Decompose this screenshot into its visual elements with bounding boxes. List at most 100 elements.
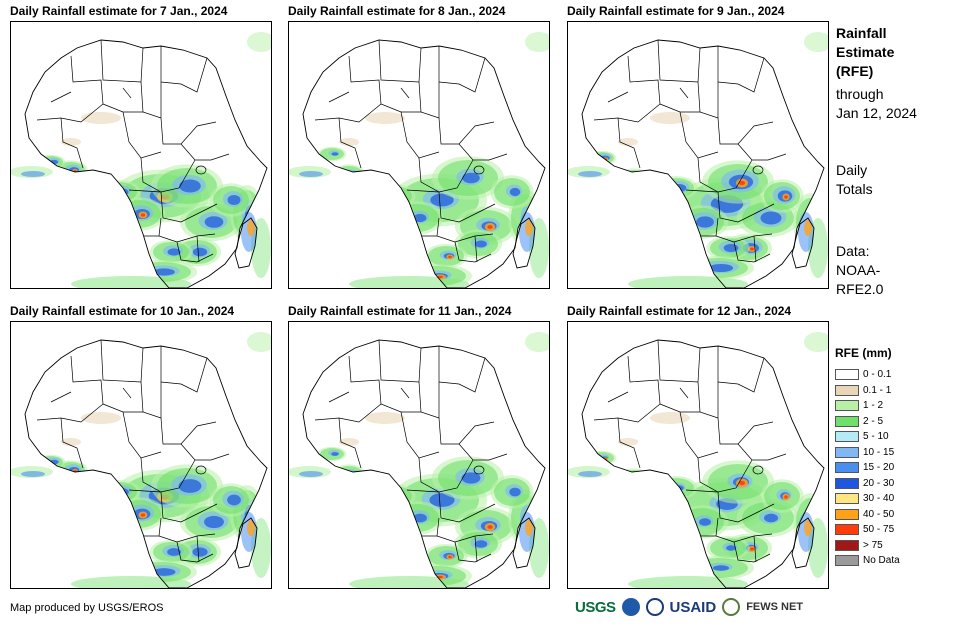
country-borders [314, 340, 508, 563]
rainfall-blob [712, 565, 730, 571]
africa-coastline [581, 339, 825, 588]
rainfall-blob [804, 520, 812, 536]
land-rain [317, 112, 542, 288]
rainfall-blob [474, 540, 488, 548]
rainfall-map [567, 321, 829, 589]
lake-outline [752, 165, 764, 175]
usaid-seal-icon [645, 598, 664, 616]
rainfall-blob [204, 515, 224, 529]
map-panel-1: Daily Rainfall estimate for 7 Jan., 2024 [10, 4, 272, 289]
legend-title: RFE (mm) [835, 346, 892, 360]
country-borders [36, 340, 230, 563]
rainfall-blob [247, 32, 271, 52]
rainfall-blob [227, 194, 241, 206]
rainfall-blob [448, 555, 452, 559]
legend-label: 20 - 30 [863, 477, 895, 489]
map-panel-6: Daily Rainfall estimate for 12 Jan., 202… [567, 304, 829, 589]
rainfall-blob [81, 412, 121, 424]
data-source: Data: NOAA- RFE2.0 [836, 243, 884, 297]
rainfall-blob [784, 195, 788, 199]
africa-map [11, 332, 271, 588]
rainfall-blob [633, 475, 641, 481]
rainfall-blob [578, 471, 602, 477]
rainfall-blob [365, 412, 405, 424]
madagascar-coastline [234, 217, 258, 269]
rainfall-blob [178, 479, 202, 493]
rainfall-blob [299, 171, 323, 177]
rainfall-blob [804, 220, 812, 236]
rainfall-blob [344, 169, 358, 177]
rainfall-blob [61, 138, 81, 146]
rainfall-blob [631, 174, 643, 182]
legend-item: 0.1 - 1 [835, 383, 900, 399]
rainfall-blob [365, 112, 405, 124]
lake-outline [195, 465, 207, 475]
legend-swatch [835, 400, 859, 412]
rfe-title: Rainfall Estimate (RFE) [836, 25, 895, 79]
africa-map [568, 332, 828, 588]
rainfall-blob [750, 547, 754, 551]
rainfall-map [288, 21, 550, 289]
rainfall-blob [620, 170, 648, 186]
rainfall-blob [192, 547, 208, 557]
rainfall-blob [509, 187, 521, 197]
rainfall-blob [461, 472, 481, 484]
rainfall-blob [462, 172, 480, 184]
legend-item: 10 - 15 [835, 445, 900, 461]
rainfall-blob [429, 493, 455, 507]
legend-label: 30 - 40 [863, 493, 895, 505]
legend-swatch [835, 384, 859, 396]
panel-title: Daily Rainfall estimate for 10 Jan., 202… [10, 304, 235, 318]
country-borders [36, 40, 230, 263]
legend-swatch [835, 524, 859, 536]
legend-swatch [835, 539, 859, 551]
rainfall-blob [167, 548, 181, 556]
legend-item: > 75 [835, 538, 900, 554]
lake-outline [473, 465, 485, 475]
legend-label: 15 - 20 [863, 462, 895, 474]
rainfall-blob [739, 180, 745, 186]
madagascar-coastline [234, 517, 258, 569]
rainfall-blob [347, 171, 357, 177]
rainfall-blob [620, 470, 648, 486]
rainfall-blob [671, 183, 687, 193]
rfe-legend: RFE (mm) 0 - 0.1 0.1 - 1 1 - 2 2 - 5 5 - 10 1… [835, 346, 900, 569]
legend-label: 0 - 0.1 [863, 369, 892, 381]
legend-label: 0.1 - 1 [863, 384, 892, 396]
rainfall-blob [394, 494, 402, 500]
africa-coastline [581, 39, 825, 288]
rainfall-blob [396, 195, 400, 199]
rainfall-blob [760, 211, 782, 225]
rainfall-blob [140, 213, 146, 217]
panel-title: Daily Rainfall estimate for 9 Jan., 2024 [567, 4, 785, 18]
rainfall-blob [525, 220, 533, 236]
map-credit: Map produced by USGS/EROS [10, 602, 164, 614]
rainfall-blob [763, 513, 779, 523]
legend-label: 40 - 50 [863, 508, 895, 520]
panel-title: Daily Rainfall estimate for 12 Jan., 202… [567, 304, 792, 318]
africa-map [11, 32, 271, 288]
panel-title: Daily Rainfall estimate for 8 Jan., 2024 [288, 4, 506, 18]
madagascar-coastline [512, 517, 536, 569]
rainfall-blob [630, 473, 642, 481]
rainfall-blob [247, 332, 271, 352]
rainfall-blob [487, 525, 493, 529]
land-rain [587, 112, 824, 280]
rainfall-blob [247, 520, 255, 536]
rainfall-blob [525, 520, 533, 536]
africa-map [289, 32, 549, 288]
rainfall-blob [152, 568, 176, 576]
rainfall-blob [430, 193, 454, 207]
legend-swatch [835, 508, 859, 520]
rainfall-blob [804, 332, 828, 352]
lake-outline [195, 165, 207, 175]
legend-item: 15 - 20 [835, 460, 900, 476]
madagascar-coastline [791, 217, 815, 269]
legend-swatch [835, 415, 859, 427]
rainfall-blob [204, 216, 224, 228]
rainfall-blob [708, 263, 734, 273]
rainfall-blob [804, 32, 828, 52]
legend-label: 10 - 15 [863, 446, 895, 458]
legend-swatch [835, 431, 859, 443]
rainfall-map [10, 21, 272, 289]
